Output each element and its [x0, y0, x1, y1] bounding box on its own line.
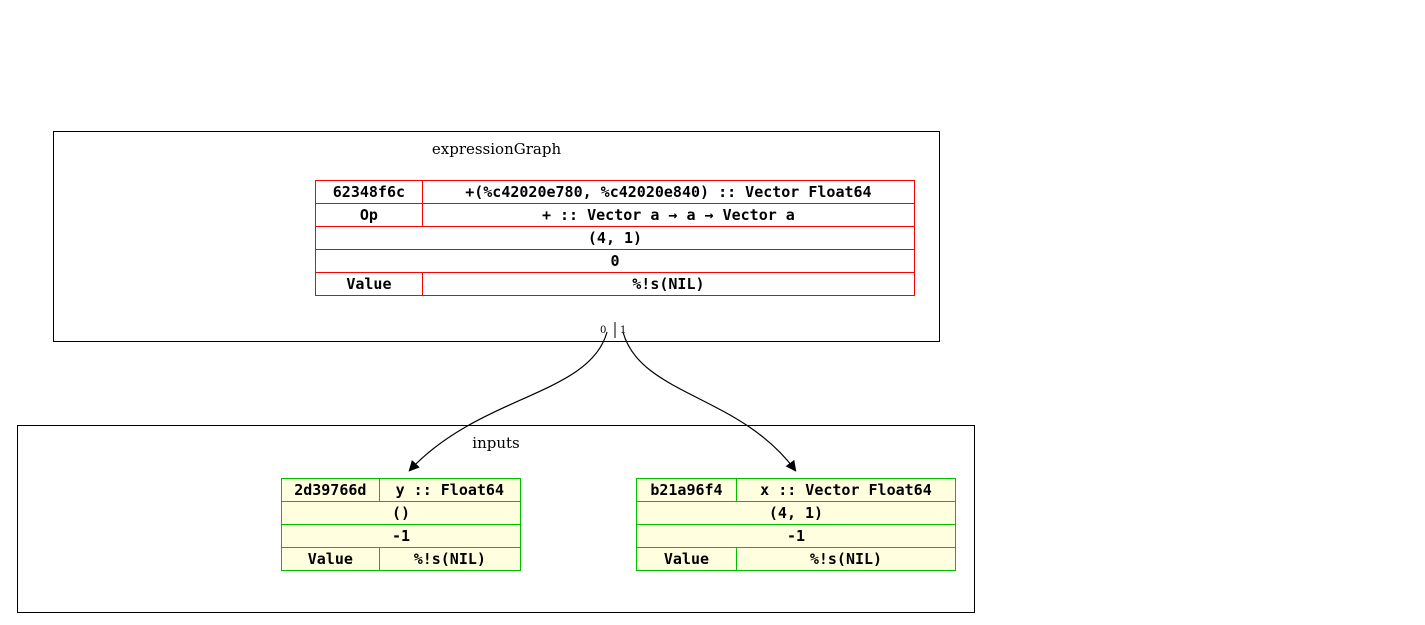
cell-expr: +(%c42020e780, %c42020e840) :: Vector Fl… — [422, 181, 914, 204]
cell-zero: 0 — [316, 250, 915, 273]
cell-id: b21a96f4 — [637, 479, 737, 502]
node-x: b21a96f4 x :: Vector Float64 (4, 1) -1 V… — [636, 478, 956, 571]
cell-shape: (4, 1) — [316, 227, 915, 250]
cell-shape: (4, 1) — [637, 502, 956, 525]
table-row: 2d39766d y :: Float64 — [282, 479, 521, 502]
table-row: (4, 1) — [637, 502, 956, 525]
cluster-title-expressiongraph: expressionGraph — [54, 132, 939, 158]
port-label-0: 0 — [600, 325, 606, 336]
table-row: -1 — [282, 525, 521, 548]
table-row: Op + :: Vector a → a → Vector a — [316, 204, 915, 227]
table-row: 0 — [316, 250, 915, 273]
table-row: b21a96f4 x :: Vector Float64 — [637, 479, 956, 502]
cell-value: %!s(NIL) — [379, 548, 520, 571]
table-row: () — [282, 502, 521, 525]
cell-op-type: + :: Vector a → a → Vector a — [422, 204, 914, 227]
node-top: 62348f6c +(%c42020e780, %c42020e840) :: … — [315, 180, 915, 296]
cell-shape: () — [282, 502, 521, 525]
table-row: -1 — [637, 525, 956, 548]
table-row: Value %!s(NIL) — [282, 548, 521, 571]
cell-neg1: -1 — [282, 525, 521, 548]
cell-id: 2d39766d — [282, 479, 380, 502]
node-y: 2d39766d y :: Float64 () -1 Value %!s(NI… — [281, 478, 521, 571]
cell-value: %!s(NIL) — [422, 273, 914, 296]
cell-value: %!s(NIL) — [736, 548, 955, 571]
cell-value-label: Value — [316, 273, 423, 296]
table-row: Value %!s(NIL) — [316, 273, 915, 296]
cell-expr: y :: Float64 — [379, 479, 520, 502]
cell-id: 62348f6c — [316, 181, 423, 204]
table-row: Value %!s(NIL) — [637, 548, 956, 571]
cell-neg1: -1 — [637, 525, 956, 548]
cell-expr: x :: Vector Float64 — [736, 479, 955, 502]
table-row: 62348f6c +(%c42020e780, %c42020e840) :: … — [316, 181, 915, 204]
table-row: (4, 1) — [316, 227, 915, 250]
cluster-title-inputs: inputs — [18, 426, 974, 452]
port-label-1: 1 — [620, 325, 626, 336]
cell-op-label: Op — [316, 204, 423, 227]
cell-value-label: Value — [282, 548, 380, 571]
cell-value-label: Value — [637, 548, 737, 571]
